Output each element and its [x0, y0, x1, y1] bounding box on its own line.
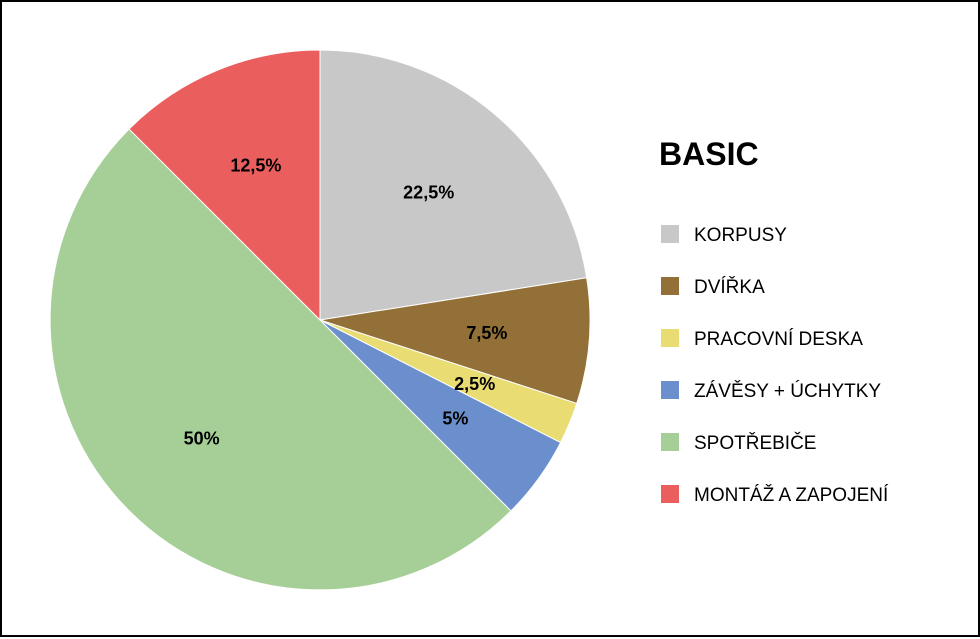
legend-item-pracovni-deska: PRACOVNÍ DESKA	[661, 329, 863, 350]
legend-item-dvirka: DVÍŘKA	[661, 276, 765, 298]
legend-label-pracovni-deska: PRACOVNÍ DESKA	[694, 329, 863, 350]
legend-label-zavesy-uchytky: ZÁVĚSY + ÚCHYTKY	[694, 380, 881, 402]
legend-swatch-montaz-a-zapojeni	[661, 485, 679, 503]
data-label-zavesy-uchytky: 5%	[442, 408, 468, 428]
pie-slice-spotrebice	[49, 128, 512, 591]
legend-title: BASIC	[659, 136, 759, 172]
legend-item-zavesy-uchytky: ZÁVĚSY + ÚCHYTKY	[661, 380, 881, 402]
pie-slices	[49, 49, 591, 591]
legend-swatch-spotrebice	[661, 433, 679, 451]
legend-swatch-pracovni-deska	[661, 329, 679, 347]
legend: KORPUSY DVÍŘKA PRACOVNÍ DESKA ZÁVĚSY + ÚCHY…	[661, 225, 889, 506]
data-label-spotrebice: 50%	[184, 428, 220, 448]
pie-slice-montaz-a-zapojeni	[128, 49, 321, 322]
data-label-pracovni-deska: 2,5%	[454, 374, 495, 394]
pie-data-labels: 22,5% 7,5% 2,5% 5% 50% 12,5%	[184, 155, 508, 448]
legend-label-dvirka: DVÍŘKA	[694, 276, 765, 298]
legend-item-korpusy: KORPUSY	[661, 225, 787, 246]
legend-swatch-zavesy-uchytky	[661, 381, 679, 399]
data-label-montaz-a-zapojeni: 12,5%	[230, 155, 281, 175]
pie-slice-korpusy	[319, 49, 588, 321]
legend-item-montaz-a-zapojeni: MONTÁŽ A ZAPOJENÍ	[661, 484, 889, 506]
legend-swatch-korpusy	[661, 225, 679, 243]
legend-label-montaz-a-zapojeni: MONTÁŽ A ZAPOJENÍ	[694, 484, 889, 506]
data-label-korpusy: 22,5%	[403, 183, 454, 203]
legend-swatch-dvirka	[661, 277, 679, 295]
legend-label-korpusy: KORPUSY	[694, 225, 787, 246]
data-label-dvirka: 7,5%	[466, 323, 507, 343]
pie-slice-dvirka	[319, 277, 591, 405]
legend-item-spotrebice: SPOTŘEBIČE	[661, 432, 816, 454]
legend-label-spotrebice: SPOTŘEBIČE	[694, 432, 816, 454]
